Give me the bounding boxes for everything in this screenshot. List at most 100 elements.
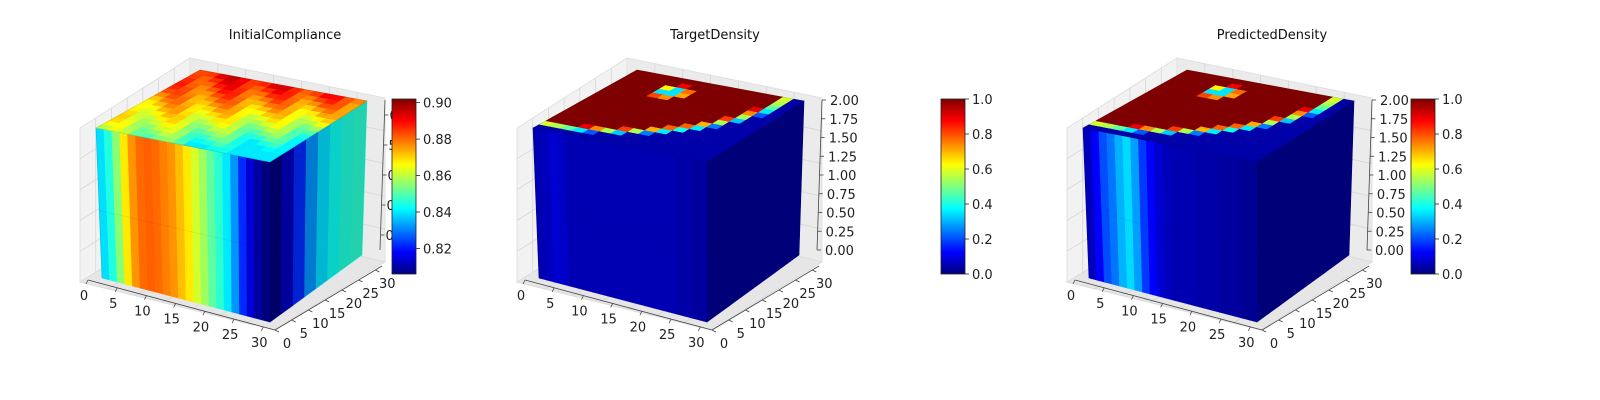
x-tick-label: 25 <box>222 328 239 343</box>
x-tick-mark <box>202 311 206 316</box>
x-tick-label: 5 <box>546 297 554 312</box>
y-tick-label: 25 <box>1349 287 1366 302</box>
front-face-strip <box>682 157 693 319</box>
colorbar-tick-label: 0.86 <box>423 170 452 185</box>
z-tick-label: 0.25 <box>1376 225 1405 240</box>
front-face-strip <box>1217 153 1227 315</box>
front-face-strip <box>675 155 685 317</box>
x-tick-label: 0 <box>1067 289 1075 304</box>
x-tick-label: 20 <box>193 320 210 335</box>
x-tick-mark <box>1218 318 1222 324</box>
y-tick-label: 15 <box>329 307 346 322</box>
y-axis-line <box>711 265 820 331</box>
y-tick-label: 30 <box>1366 277 1383 292</box>
x-tick-mark <box>85 279 89 285</box>
x-tick-mark <box>581 295 584 300</box>
x-tick-label: 15 <box>1150 312 1167 327</box>
front-face-strip <box>1240 158 1250 321</box>
front-face-strip <box>230 153 240 315</box>
colorbar-tick-label: 0.0 <box>1442 268 1463 283</box>
x-tick-mark <box>173 303 177 308</box>
y-tick-label: 0 <box>1270 337 1278 352</box>
y-tick-label: 30 <box>379 277 396 292</box>
z-tick-fragment: 0 <box>387 199 395 214</box>
x-tick-mark <box>1160 303 1164 308</box>
colorbar-tick-label: 0.88 <box>423 133 452 148</box>
y-tick-label: 15 <box>766 307 783 322</box>
x-tick-mark <box>639 311 643 316</box>
z-tick-label: 1.00 <box>828 169 857 184</box>
y-tick-mark <box>324 299 330 303</box>
right-face-shade <box>270 101 367 322</box>
y-tick-label: 10 <box>1299 317 1316 332</box>
y-tick-label: 10 <box>749 317 766 332</box>
x-tick-label: 10 <box>1121 305 1138 320</box>
z-tick-label: 1.00 <box>1378 169 1407 184</box>
colorbar-tick-label: 1.0 <box>972 93 993 108</box>
z-tick-label: 0.00 <box>825 244 854 259</box>
y-tick-mark <box>1295 309 1300 313</box>
right-face-shade <box>707 101 804 322</box>
y-tick-label: 0 <box>283 337 291 352</box>
x-tick-mark <box>1247 326 1251 332</box>
top-face-cell <box>349 98 368 106</box>
y-tick-mark <box>745 309 750 313</box>
y-tick-label: 5 <box>300 327 308 342</box>
colorbar-tick-label: 0.82 <box>423 242 452 257</box>
voxel-cube <box>1082 69 1356 323</box>
x-tick-label: 0 <box>517 289 525 304</box>
z-tick-label: 1.75 <box>1379 113 1408 128</box>
colorbar: 0.0 0.2 0.4 0.6 0.8 1.0 <box>940 93 993 283</box>
colorbar-tick-label: 0.84 <box>423 206 452 221</box>
voxel-cube <box>95 69 369 323</box>
colorbar-tick-label: 0.4 <box>972 198 993 213</box>
colorbar: 0.82 0.84 0.86 0.88 0.90 <box>391 97 452 275</box>
z-tick-label: 0.50 <box>1376 207 1405 222</box>
front-face-shade <box>99 210 271 251</box>
y-tick-label: 25 <box>799 287 816 302</box>
y-tick-mark <box>761 299 767 303</box>
colorbar-gradient <box>1410 98 1436 275</box>
front-face-strip <box>245 157 256 319</box>
x-tick-label: 30 <box>1238 336 1255 351</box>
z-tick-label: 0.75 <box>1377 188 1406 203</box>
front-face-strip <box>1232 157 1243 319</box>
x-tick-mark <box>144 295 147 300</box>
y-tick-mark <box>358 279 363 283</box>
x-tick-mark <box>610 303 614 308</box>
x-axis-ticks: 0 5 10 15 20 25 30 <box>80 279 276 351</box>
panel-title: TargetDensity <box>669 28 760 43</box>
front-face-strip <box>238 155 248 317</box>
y-tick-mark <box>778 289 784 293</box>
right-face-shade <box>1257 101 1354 322</box>
colorbar-tick-label: 0.6 <box>1442 163 1463 178</box>
y-tick-mark <box>341 289 347 293</box>
panel-title: PredictedDensity <box>1217 28 1328 43</box>
x-tick-mark <box>522 279 526 285</box>
front-face-shade <box>1086 210 1258 251</box>
cube-edge <box>1082 69 1356 279</box>
z-axis-ticks: 0.00 0.25 0.50 0.75 1.00 1.25 1.50 1.75 2.00 <box>1366 94 1409 259</box>
z-tick-label: 0.00 <box>1375 244 1404 259</box>
y-tick-mark <box>1311 299 1317 303</box>
y-tick-label: 0 <box>720 337 728 352</box>
y-tick-mark <box>795 279 800 283</box>
z-tick-label: 1.25 <box>828 150 857 165</box>
x-tick-label: 30 <box>251 336 268 351</box>
front-face-strip <box>1225 155 1235 317</box>
y-tick-mark <box>1278 319 1283 323</box>
y-tick-mark <box>274 329 280 333</box>
x-tick-label: 30 <box>688 336 705 351</box>
front-face-strip <box>1248 160 1258 323</box>
front-face-shade <box>536 210 708 251</box>
x-tick-label: 20 <box>1180 320 1197 335</box>
front-face-strip <box>690 158 700 321</box>
z-tick-label: 1.75 <box>829 113 858 128</box>
colorbar-tick-label: 0.0 <box>972 268 993 283</box>
colorbar-tick-label: 0.90 <box>423 97 452 112</box>
z-tick-label: 2.00 <box>1380 94 1409 109</box>
